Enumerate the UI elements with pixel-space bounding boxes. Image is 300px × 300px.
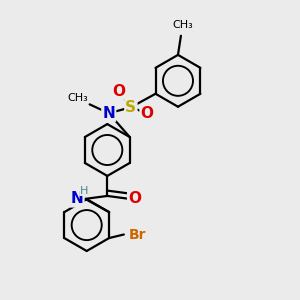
Text: N: N <box>71 191 83 206</box>
Text: O: O <box>128 191 141 206</box>
Text: H: H <box>80 186 88 196</box>
Text: CH₃: CH₃ <box>68 93 88 103</box>
Text: O: O <box>141 106 154 121</box>
Text: N: N <box>102 106 115 121</box>
Text: CH₃: CH₃ <box>172 20 193 30</box>
Text: S: S <box>125 100 136 115</box>
Text: O: O <box>112 84 125 99</box>
Text: Br: Br <box>129 227 147 242</box>
